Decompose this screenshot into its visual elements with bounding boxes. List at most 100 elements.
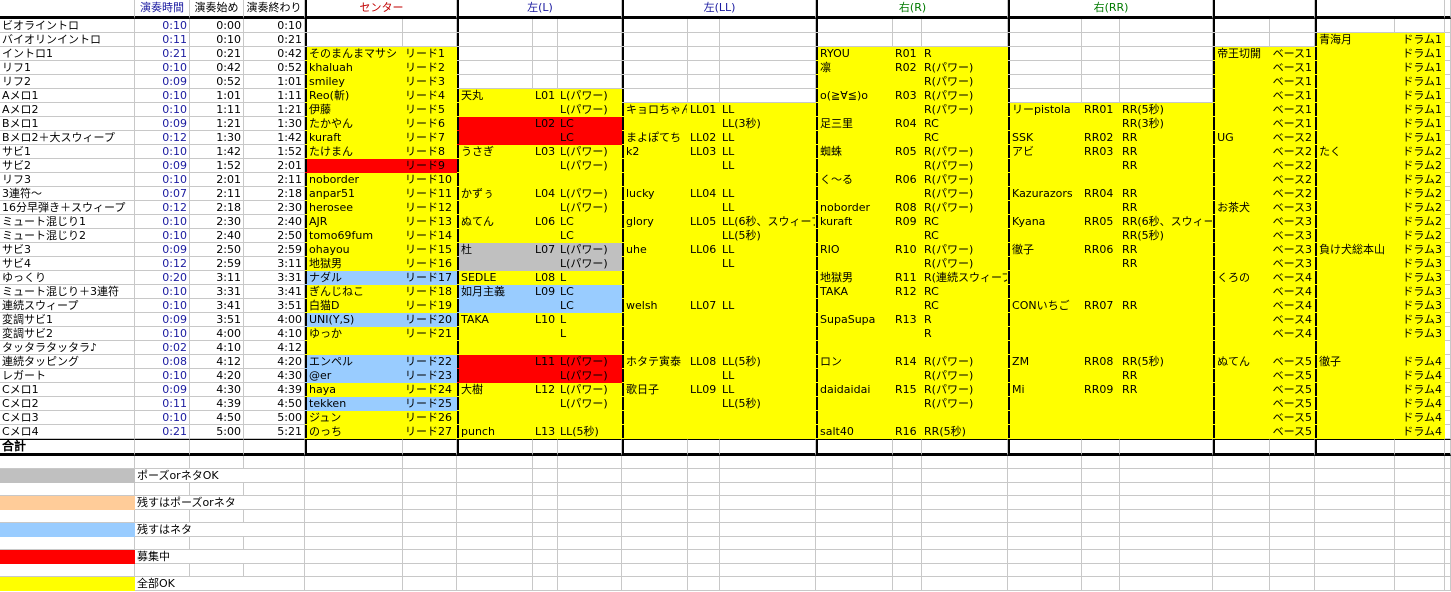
left-l-player-cell[interactable]: [457, 173, 533, 187]
cell[interactable]: [816, 523, 894, 537]
bass-code-cell[interactable]: ベース2: [1270, 131, 1316, 145]
right-rr-player-cell[interactable]: [1008, 327, 1083, 341]
cell[interactable]: [1445, 411, 1451, 425]
right-r-part-cell[interactable]: R(パワー): [922, 159, 1009, 173]
song-part-cell[interactable]: バイオリンイントロ: [0, 33, 135, 47]
cell[interactable]: [1315, 456, 1396, 469]
cell[interactable]: [1082, 564, 1121, 577]
bass-code-cell[interactable]: ベース4: [1270, 285, 1316, 299]
center-player-cell[interactable]: AJR: [305, 215, 403, 229]
left-ll-part-cell[interactable]: LL: [720, 131, 817, 145]
drum-player-cell[interactable]: [1315, 201, 1396, 215]
cell[interactable]: [1008, 456, 1083, 469]
cell[interactable]: [135, 483, 190, 496]
end-time-cell[interactable]: 4:12: [244, 341, 305, 355]
drum-player-cell[interactable]: [1315, 411, 1396, 425]
right-r-player-cell[interactable]: く～る: [816, 173, 894, 187]
drum-code-cell[interactable]: ドラム4: [1395, 369, 1446, 383]
cell[interactable]: [720, 564, 817, 577]
cell[interactable]: [558, 469, 622, 483]
right-r-code-cell[interactable]: R11: [893, 271, 923, 285]
song-part-cell[interactable]: 3連符～: [0, 187, 135, 201]
right-rr-part-cell[interactable]: RR: [1120, 257, 1214, 271]
left-l-player-cell[interactable]: [457, 103, 533, 117]
song-part-cell[interactable]: 連続スウィープ: [0, 299, 135, 313]
cell[interactable]: [622, 537, 688, 550]
left-ll-part-cell[interactable]: [720, 327, 817, 341]
cell[interactable]: [688, 577, 720, 591]
song-part-cell[interactable]: Cメロ2: [0, 397, 135, 411]
cell[interactable]: [1395, 523, 1446, 537]
start-time-cell[interactable]: 1:30: [190, 131, 244, 145]
center-player-cell[interactable]: tekken: [305, 397, 403, 411]
cell[interactable]: [533, 510, 558, 523]
total-label[interactable]: 合計: [0, 439, 135, 456]
song-part-cell[interactable]: ミュート混じり＋3連符: [0, 285, 135, 299]
cell[interactable]: [1008, 469, 1083, 483]
bass-player-cell[interactable]: くろの: [1213, 271, 1271, 285]
cell[interactable]: [1082, 439, 1121, 456]
cell[interactable]: [1395, 577, 1446, 591]
right-rr-code-cell[interactable]: [1082, 397, 1121, 411]
left-ll-code-cell[interactable]: LL03: [688, 145, 720, 159]
cell[interactable]: [1082, 483, 1121, 496]
cell[interactable]: [688, 496, 720, 510]
cell[interactable]: [533, 537, 558, 550]
end-time-cell[interactable]: 5:00: [244, 411, 305, 425]
song-part-cell[interactable]: イントロ1: [0, 47, 135, 61]
right-r-part-cell[interactable]: R(パワー): [922, 103, 1009, 117]
center-code-cell[interactable]: リード7: [403, 131, 457, 145]
left-l-part-cell[interactable]: L(パワー): [558, 201, 622, 215]
end-time-cell[interactable]: 1:42: [244, 131, 305, 145]
bass-code-cell[interactable]: ベース4: [1270, 271, 1316, 285]
left-l-part-cell[interactable]: LC: [558, 229, 622, 243]
cell[interactable]: [558, 439, 622, 456]
right-rr-code-cell[interactable]: [1082, 285, 1121, 299]
left-l-code-cell[interactable]: [533, 75, 558, 89]
cell[interactable]: [720, 456, 817, 469]
left-l-player-cell[interactable]: 天丸: [457, 89, 533, 103]
song-part-cell[interactable]: レガート: [0, 369, 135, 383]
left-ll-player-cell[interactable]: lucky: [622, 187, 688, 201]
left-l-player-cell[interactable]: [457, 75, 533, 89]
left-l-part-cell[interactable]: L(パワー): [558, 383, 622, 397]
end-time-cell[interactable]: 0:21: [244, 33, 305, 47]
right-r-player-cell[interactable]: [816, 33, 894, 47]
center-code-cell[interactable]: [403, 19, 457, 33]
cell[interactable]: [558, 456, 622, 469]
cell[interactable]: [1445, 19, 1451, 33]
cell[interactable]: [533, 469, 558, 483]
end-time-cell[interactable]: 2:50: [244, 229, 305, 243]
right-r-code-cell[interactable]: R04: [893, 117, 923, 131]
drum-player-cell[interactable]: 青海月: [1315, 33, 1396, 47]
cell[interactable]: [457, 577, 533, 591]
drum-code-cell[interactable]: [1395, 341, 1446, 355]
right-rr-part-cell[interactable]: [1120, 411, 1214, 425]
start-time-cell[interactable]: 3:11: [190, 271, 244, 285]
right-rr-part-cell[interactable]: [1120, 341, 1214, 355]
bass-player-cell[interactable]: [1213, 215, 1271, 229]
start-time-cell[interactable]: 2:50: [190, 243, 244, 257]
left-l-player-cell[interactable]: かずぅ: [457, 187, 533, 201]
drum-player-cell[interactable]: [1315, 61, 1396, 75]
bass-code-cell[interactable]: ベース2: [1270, 173, 1316, 187]
right-rr-code-cell[interactable]: [1082, 75, 1121, 89]
left-l-code-cell[interactable]: [533, 341, 558, 355]
cell[interactable]: [688, 439, 720, 456]
left-ll-player-cell[interactable]: uhe: [622, 243, 688, 257]
duration-cell[interactable]: 0:07: [135, 187, 190, 201]
left-ll-code-cell[interactable]: [688, 173, 720, 187]
left-ll-player-cell[interactable]: [622, 257, 688, 271]
left-ll-player-cell[interactable]: [622, 117, 688, 131]
bass-code-cell[interactable]: [1270, 19, 1316, 33]
cell[interactable]: [1270, 550, 1316, 564]
cell[interactable]: [1082, 456, 1121, 469]
drum-player-cell[interactable]: [1315, 285, 1396, 299]
right-rr-player-cell[interactable]: [1008, 61, 1083, 75]
cell[interactable]: [816, 577, 894, 591]
cell[interactable]: [305, 483, 403, 496]
center-code-cell[interactable]: リード5: [403, 103, 457, 117]
drum-player-cell[interactable]: [1315, 271, 1396, 285]
left-ll-player-cell[interactable]: [622, 61, 688, 75]
cell[interactable]: [1082, 550, 1121, 564]
